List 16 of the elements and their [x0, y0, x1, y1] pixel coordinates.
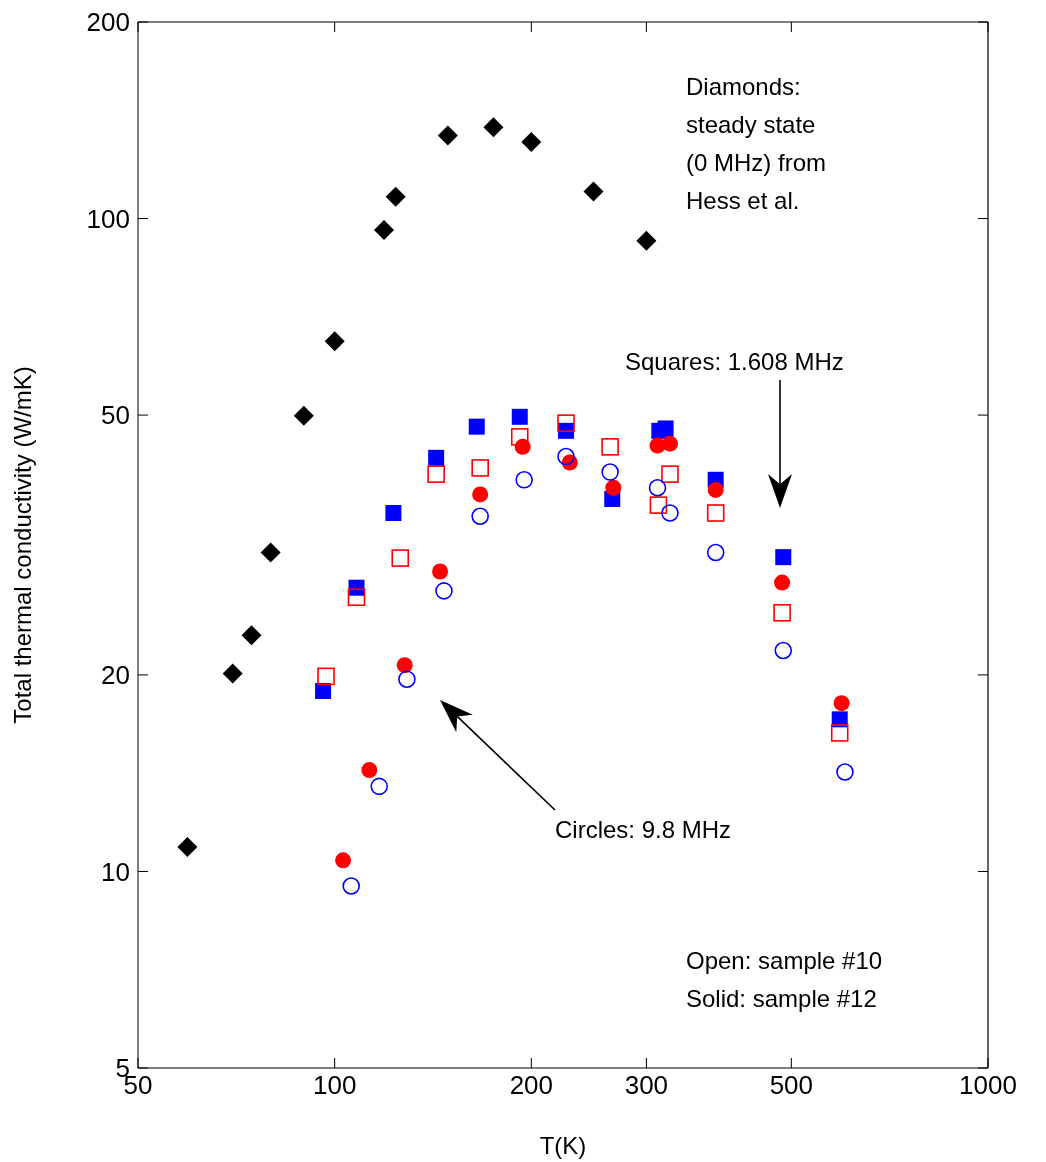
y-tick-label: 50 [101, 400, 130, 431]
annotation: Circles: 9.8 MHz [555, 815, 732, 845]
x-tick-label: 200 [509, 1070, 554, 1101]
x-tick-label: 1000 [959, 1070, 1017, 1101]
y-axis-title: Total thermal conductivity (W/mK) [8, 366, 36, 724]
x-tick-label: 500 [769, 1070, 814, 1101]
annotation: Squares: 1.608 MHz [625, 347, 844, 377]
annotation: Diamonds: steady state (0 MHz) from Hess et al. [686, 72, 826, 216]
x-axis-title: T(K) [539, 1132, 587, 1159]
x-tick-label: 300 [624, 1070, 669, 1101]
y-tick-label: 10 [101, 856, 130, 887]
y-tick-label: 200 [86, 7, 130, 38]
y-tick-label: 20 [101, 660, 130, 691]
annotation: Open: sample #10 Solid: sample #12 [686, 946, 883, 1014]
x-tick-label: 100 [312, 1070, 357, 1101]
y-tick-label: 100 [86, 203, 130, 234]
